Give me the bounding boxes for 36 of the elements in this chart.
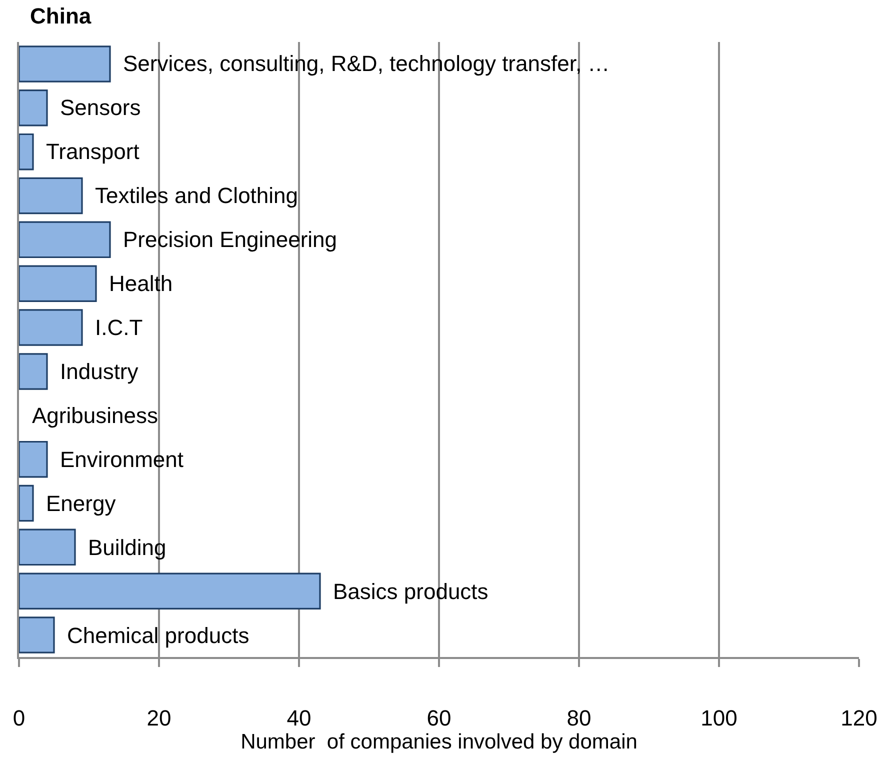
y-tick-label: Building	[88, 535, 166, 560]
y-tick-label: Health	[109, 271, 173, 296]
y-tick-label: Services, consulting, R&D, technology transfer, …	[123, 51, 610, 76]
x-tick-label: 100	[700, 705, 738, 730]
bar	[19, 265, 97, 302]
x-tick-label: 80	[566, 705, 592, 730]
y-tick-label: I.C.T	[95, 315, 143, 340]
y-tick-label: Transport	[46, 139, 140, 164]
y-tick-label: Environment	[60, 447, 184, 472]
chart-title: China	[30, 3, 92, 28]
y-tick-label: Energy	[46, 491, 116, 516]
x-tick-label: 40	[286, 705, 312, 730]
bar	[19, 309, 83, 346]
x-tick-label: 0	[12, 705, 26, 730]
y-tick-label: Agribusiness	[32, 403, 158, 428]
bar	[19, 177, 83, 214]
bar	[19, 484, 34, 522]
bar	[19, 572, 321, 610]
bar	[19, 133, 34, 170]
x-axis-title: Number of companies involved by domain	[240, 730, 638, 754]
y-tick-label: Industry	[60, 359, 138, 384]
y-tick-label: Basics products	[333, 579, 488, 604]
x-tick-label: 120	[840, 705, 878, 730]
y-tick-label: Sensors	[60, 95, 141, 120]
bar	[19, 440, 48, 478]
y-tick-label: Textiles and Clothing	[95, 183, 298, 208]
x-tick-label: 60	[426, 705, 452, 730]
bar	[19, 221, 111, 258]
bar	[19, 616, 55, 654]
bar	[19, 46, 111, 82]
bar	[19, 528, 76, 566]
x-tick-label: 20	[146, 705, 172, 730]
y-tick-label: Chemical products	[67, 623, 250, 648]
bar	[19, 90, 48, 126]
bar	[19, 353, 48, 390]
y-tick-label: Precision Engineering	[123, 227, 338, 252]
